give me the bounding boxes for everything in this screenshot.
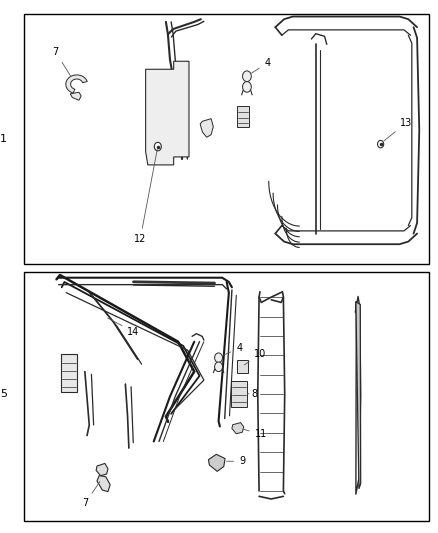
Polygon shape bbox=[232, 423, 244, 434]
Text: 10: 10 bbox=[244, 349, 267, 365]
Polygon shape bbox=[200, 119, 213, 138]
Polygon shape bbox=[145, 61, 189, 165]
Text: 7: 7 bbox=[53, 47, 71, 77]
Text: 1: 1 bbox=[0, 134, 7, 143]
Text: 8: 8 bbox=[247, 389, 258, 399]
Text: 13: 13 bbox=[384, 118, 413, 141]
Circle shape bbox=[154, 142, 161, 151]
Polygon shape bbox=[66, 75, 87, 93]
Polygon shape bbox=[96, 463, 108, 475]
Circle shape bbox=[215, 353, 223, 362]
Polygon shape bbox=[97, 475, 110, 491]
Text: 4: 4 bbox=[224, 343, 242, 355]
Text: 11: 11 bbox=[243, 429, 267, 439]
Text: 4: 4 bbox=[251, 58, 271, 73]
Bar bbox=[237, 107, 249, 127]
Bar bbox=[60, 354, 77, 392]
Text: 12: 12 bbox=[134, 149, 157, 244]
Polygon shape bbox=[356, 302, 360, 489]
Polygon shape bbox=[70, 92, 81, 100]
Bar bbox=[231, 381, 247, 407]
Circle shape bbox=[215, 362, 223, 372]
Circle shape bbox=[378, 140, 384, 148]
Circle shape bbox=[243, 71, 251, 82]
Text: 9: 9 bbox=[226, 456, 245, 466]
Bar bbox=[24, 14, 429, 264]
Circle shape bbox=[243, 82, 251, 92]
Text: 5: 5 bbox=[0, 390, 7, 399]
Text: 7: 7 bbox=[82, 482, 100, 508]
Polygon shape bbox=[208, 454, 225, 471]
Bar bbox=[237, 360, 248, 373]
Text: 14: 14 bbox=[108, 318, 140, 337]
Bar bbox=[24, 272, 429, 521]
